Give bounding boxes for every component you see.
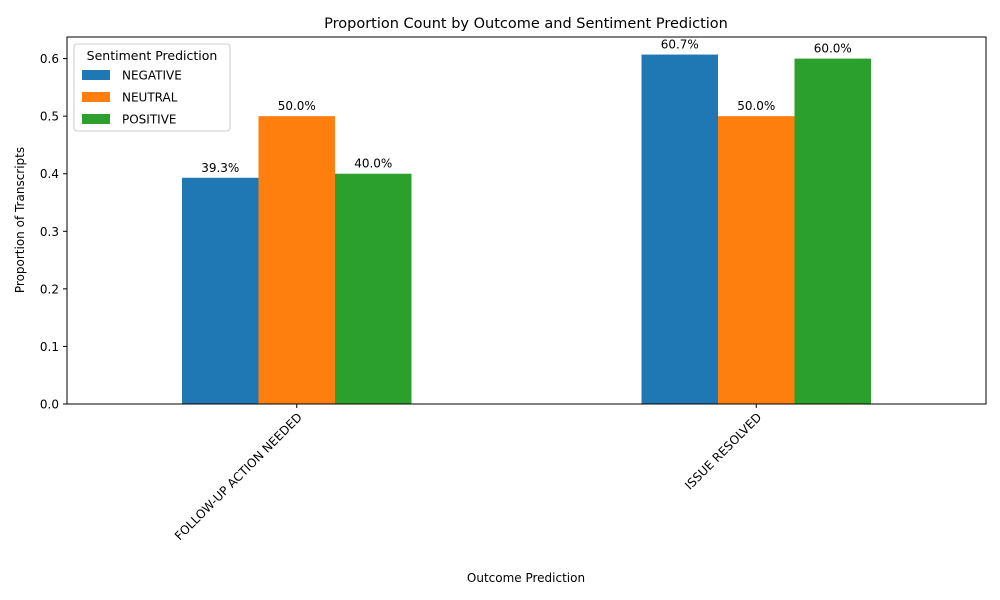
plot-frame	[66, 36, 987, 405]
bar-negative-1	[641, 54, 718, 404]
legend-swatch-negative	[82, 70, 110, 80]
bar-negative-0	[182, 177, 259, 404]
bar-neutral-0	[258, 116, 335, 404]
legend-title: Sentiment Prediction	[87, 48, 218, 63]
y-tick-label: 0.6	[40, 52, 59, 66]
bars-layer	[182, 54, 871, 405]
bar-positive-0	[335, 173, 412, 404]
legend-swatch-positive	[82, 114, 110, 124]
bar-data-label: 50.0%	[278, 99, 316, 113]
bar-positive-1	[794, 58, 871, 405]
bar-neutral-1	[718, 116, 795, 404]
y-tick-label: 0.4	[40, 167, 59, 181]
y-axis: 0.0 0.1 0.2 0.3 0.4 0.5 0.6	[40, 52, 67, 412]
bar-data-label: 60.0%	[814, 42, 852, 56]
bar-data-label: 50.0%	[737, 99, 775, 113]
legend-label-positive: POSITIVE	[122, 113, 177, 127]
bar-labels-layer: 39.3% 60.7% 50.0% 50.0% 40.0% 60.0%	[201, 38, 852, 175]
x-tick-label: ISSUE RESOLVED	[682, 410, 764, 492]
y-tick-label: 0.5	[40, 110, 59, 124]
x-axis-label: Outcome Prediction	[467, 571, 585, 585]
y-axis-label: Proportion of Transcripts	[13, 147, 27, 293]
bar-data-label: 40.0%	[354, 157, 392, 171]
chart-title: Proportion Count by Outcome and Sentimen…	[324, 16, 728, 32]
y-tick-label: 0.2	[40, 282, 59, 296]
x-axis: FOLLOW-UP ACTION NEEDED ISSUE RESOLVED	[172, 404, 764, 543]
legend: Sentiment Prediction NEGATIVE NEUTRAL POSI…	[73, 43, 231, 132]
bar-data-label: 60.7%	[661, 38, 699, 52]
legend-swatch-neutral	[82, 92, 110, 102]
y-tick-label: 0.3	[40, 225, 59, 239]
legend-label-neutral: NEUTRAL	[122, 91, 178, 105]
legend-label-negative: NEGATIVE	[122, 69, 182, 83]
y-tick-label: 0.1	[40, 340, 59, 354]
bar-data-label: 39.3%	[201, 161, 239, 175]
legend-frame	[73, 43, 231, 132]
x-tick-label: FOLLOW-UP ACTION NEEDED	[172, 410, 305, 543]
y-tick-label: 0.0	[40, 398, 59, 412]
